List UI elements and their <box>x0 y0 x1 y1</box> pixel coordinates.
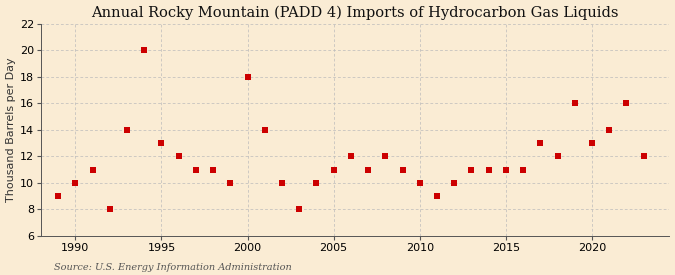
Point <box>397 167 408 172</box>
Point <box>483 167 494 172</box>
Point <box>105 207 115 212</box>
Point <box>414 181 425 185</box>
Point <box>242 75 253 79</box>
Point <box>535 141 545 145</box>
Point <box>587 141 597 145</box>
Point <box>70 181 81 185</box>
Point <box>380 154 391 159</box>
Point <box>639 154 649 159</box>
Point <box>208 167 219 172</box>
Title: Annual Rocky Mountain (PADD 4) Imports of Hydrocarbon Gas Liquids: Annual Rocky Mountain (PADD 4) Imports o… <box>91 6 619 20</box>
Point <box>122 128 132 132</box>
Point <box>603 128 614 132</box>
Point <box>259 128 270 132</box>
Point <box>156 141 167 145</box>
Point <box>53 194 63 199</box>
Point <box>621 101 632 106</box>
Point <box>552 154 563 159</box>
Point <box>139 48 150 53</box>
Text: Source: U.S. Energy Information Administration: Source: U.S. Energy Information Administ… <box>54 263 292 272</box>
Point <box>449 181 460 185</box>
Point <box>346 154 356 159</box>
Point <box>87 167 98 172</box>
Point <box>328 167 339 172</box>
Point <box>569 101 580 106</box>
Y-axis label: Thousand Barrels per Day: Thousand Barrels per Day <box>5 58 16 202</box>
Point <box>311 181 322 185</box>
Point <box>431 194 442 199</box>
Point <box>277 181 288 185</box>
Point <box>225 181 236 185</box>
Point <box>173 154 184 159</box>
Point <box>518 167 529 172</box>
Point <box>466 167 477 172</box>
Point <box>500 167 511 172</box>
Point <box>362 167 373 172</box>
Point <box>294 207 304 212</box>
Point <box>190 167 201 172</box>
